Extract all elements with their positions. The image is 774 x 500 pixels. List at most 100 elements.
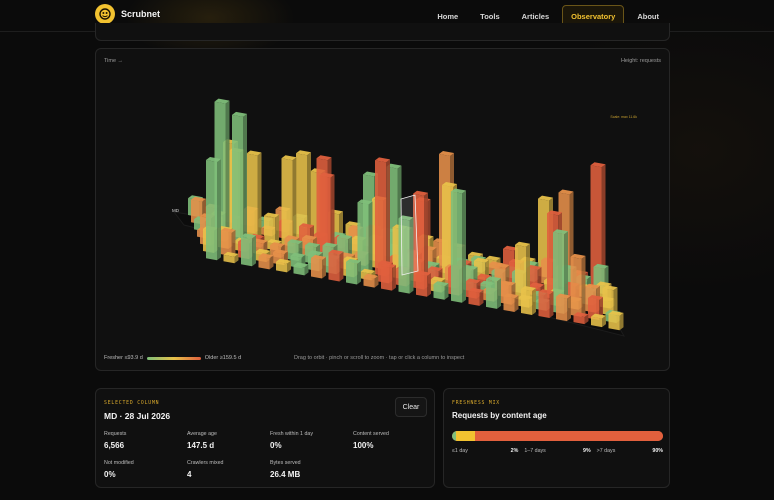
chart-column[interactable] <box>573 312 589 325</box>
nav-link-articles[interactable]: Articles <box>521 12 550 21</box>
nav-link-about[interactable]: About <box>637 12 659 21</box>
chart-column[interactable] <box>232 111 247 245</box>
chart-column[interactable] <box>264 212 279 244</box>
nav-link-tools[interactable]: Tools <box>480 12 500 21</box>
chart-column[interactable] <box>608 310 624 331</box>
row-label: MD <box>172 208 179 213</box>
chart-column[interactable] <box>276 258 291 273</box>
chart-column[interactable] <box>241 233 256 267</box>
scale-note: Scale: max 11.6k <box>610 115 637 119</box>
freshness-mix-panel: FRESHNESS MIX Requests by content age ≤1… <box>443 388 670 488</box>
stat-value: 0% <box>104 470 116 479</box>
selected-column-title: MD · 28 Jul 2026 <box>104 411 171 421</box>
stat-label: Fresh within 1 day <box>270 431 313 437</box>
chart-column[interactable] <box>602 285 618 316</box>
chart-column[interactable] <box>223 251 239 264</box>
brand-name: Scrubnet <box>121 9 161 19</box>
logo-icon <box>95 4 115 24</box>
chart-column[interactable] <box>451 188 466 303</box>
chart-column[interactable] <box>311 255 326 279</box>
interaction-hint: Drag to orbit · pinch or scroll to zoom … <box>294 355 465 361</box>
stat-label: Crawlers mixed <box>187 460 224 466</box>
mix-segment-0 <box>452 431 457 441</box>
stat-value: 0% <box>270 441 282 450</box>
mix-pct: 2% <box>510 448 519 454</box>
mix-segment-1 <box>456 431 475 441</box>
mix-item-older: >7 days 90% <box>597 448 663 454</box>
nav-link-home[interactable]: Home <box>437 12 459 21</box>
brand[interactable]: Scrubnet <box>95 4 160 24</box>
mix-pct: 9% <box>583 448 591 454</box>
chart-column[interactable] <box>553 229 568 314</box>
mix-item-fresh: ≤1 day 2% <box>452 448 524 454</box>
top-panel-edge <box>95 23 670 41</box>
stat-value: 147.5 d <box>187 441 215 450</box>
chart-column[interactable] <box>538 289 554 319</box>
chart-column[interactable] <box>486 276 501 309</box>
selected-column-highlight[interactable] <box>400 194 419 276</box>
chart-column[interactable] <box>296 150 311 243</box>
stat-label: Average age <box>187 431 217 437</box>
nav-links: Home Tools Articles Observatory About <box>428 5 668 28</box>
stat-content-served: Content served 100% <box>353 431 433 450</box>
observatory-3d-chart-panel[interactable]: Time → Height: requests Scale: max 11.6k… <box>95 48 670 371</box>
chart-column[interactable] <box>521 286 536 315</box>
mix-label: ≤1 day <box>452 448 468 454</box>
clear-button[interactable]: Clear <box>395 397 427 417</box>
stat-label: Content served <box>353 431 389 437</box>
chart-column[interactable] <box>293 262 309 276</box>
freshness-mix-eyebrow: FRESHNESS MIX <box>452 401 500 406</box>
stat-label: Requests <box>104 431 127 437</box>
stat-label: Bytes served <box>270 460 301 466</box>
legend-fresher-label: Fresher ≤93.9 d <box>104 355 143 361</box>
freshness-mix-title: Requests by content age <box>452 411 547 420</box>
mix-item-week: 1–7 days 9% <box>524 448 596 454</box>
height-axis-label: Height: requests <box>620 58 661 64</box>
freshness-legend: Fresher ≤93.9 d Older ≥159.5 d <box>104 355 241 361</box>
stat-requests: Requests 6,566 <box>104 431 184 450</box>
selected-column-eyebrow: SELECTED COLUMN <box>104 401 160 406</box>
chart-column[interactable] <box>433 281 449 300</box>
stat-crawlers-mixed: Crawlers mixed 4 <box>187 460 267 479</box>
time-axis-label: Time → <box>104 58 124 64</box>
chart-column[interactable] <box>357 199 373 274</box>
chart-column[interactable] <box>246 150 262 241</box>
chart-column[interactable] <box>328 249 344 282</box>
stat-label: Not modified <box>104 460 134 466</box>
stat-value: 100% <box>353 441 374 450</box>
stat-value: 26.4 MB <box>270 470 301 479</box>
stat-fresh-within-1-day: Fresh within 1 day 0% <box>270 431 350 450</box>
chart-column[interactable] <box>363 273 379 288</box>
chart-column[interactable] <box>220 227 236 257</box>
stat-value: 6,566 <box>104 441 125 450</box>
chart-column[interactable] <box>515 241 530 301</box>
stat-value: 4 <box>187 470 192 479</box>
chart-column[interactable] <box>375 157 390 277</box>
mix-label: 1–7 days <box>524 448 546 454</box>
chart-column[interactable] <box>319 172 335 260</box>
chart-column[interactable] <box>503 293 519 312</box>
chart-column[interactable] <box>570 253 586 317</box>
stat-not-modified: Not modified 0% <box>104 460 184 479</box>
chart-column[interactable] <box>416 270 431 297</box>
chart-column[interactable] <box>468 287 484 306</box>
freshness-mix-legend: ≤1 day 2% 1–7 days 9% >7 days 90% <box>452 448 663 454</box>
legend-older-label: Older ≥159.5 d <box>204 355 242 361</box>
3d-column-chart[interactable] <box>96 49 671 372</box>
mix-pct: 90% <box>652 448 663 454</box>
freshness-mix-bar <box>452 431 663 441</box>
chart-column[interactable] <box>206 156 221 261</box>
chart-column[interactable] <box>346 258 361 285</box>
chart-column[interactable] <box>590 162 606 287</box>
mix-segment-2 <box>474 431 663 441</box>
selected-column-panel: SELECTED COLUMN MD · 28 Jul 2026 Clear R… <box>95 388 435 488</box>
chart-column[interactable] <box>381 262 396 291</box>
chart-column[interactable] <box>258 253 274 270</box>
stat-bytes-served: Bytes served 26.4 MB <box>270 460 350 479</box>
chart-column[interactable] <box>591 313 606 328</box>
chart-column[interactable] <box>556 293 571 322</box>
stat-average-age: Average age 147.5 d <box>187 431 267 450</box>
legend-gradient-bar <box>146 356 201 360</box>
mix-label: >7 days <box>596 448 616 454</box>
chart-column[interactable] <box>281 155 297 247</box>
